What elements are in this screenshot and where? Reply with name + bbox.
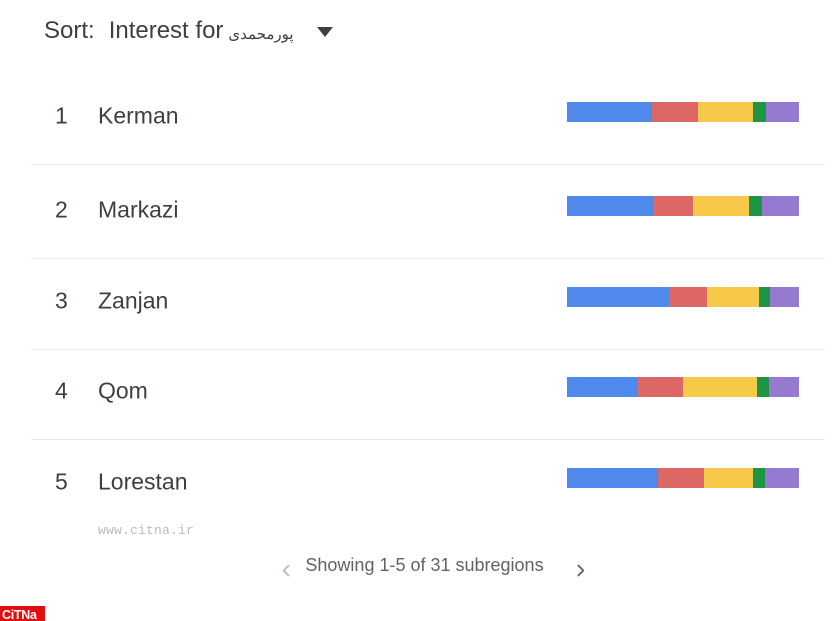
svg-text:CiTNa: CiTNa xyxy=(2,608,38,621)
